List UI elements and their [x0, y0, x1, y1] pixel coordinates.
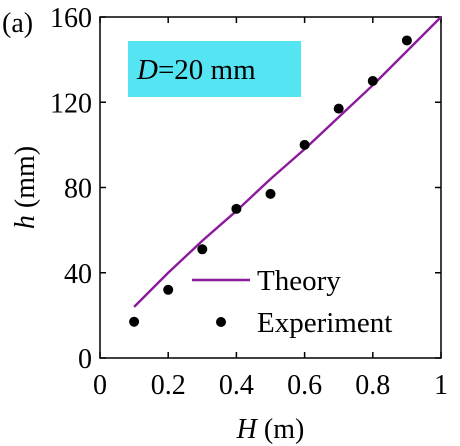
- experiment-point: [401, 35, 412, 46]
- x-axis-label: H (m): [236, 414, 305, 445]
- experiment-point: [129, 316, 140, 327]
- annotation-box: D=20 mm: [128, 41, 301, 97]
- y-tick-label: 0: [78, 344, 92, 375]
- x-tick-label: 0: [93, 370, 107, 401]
- annotation-value: =20 mm: [158, 54, 256, 86]
- x-tick-label: 0.8: [355, 370, 390, 401]
- y-axis-label: h (mm): [10, 146, 41, 229]
- x-axis-unit: (m): [257, 414, 304, 445]
- legend-label: Theory: [257, 265, 341, 297]
- experiment-point: [163, 284, 174, 295]
- y-tick-label: 80: [64, 174, 92, 205]
- x-tick-label: 1: [434, 370, 448, 401]
- experiment-point: [231, 203, 242, 214]
- experiment-point: [299, 139, 310, 150]
- experiment-point: [265, 188, 276, 199]
- y-axis-unit: (mm): [10, 146, 41, 215]
- legend-label: Experiment: [257, 307, 392, 339]
- theory-line: [133, 16, 442, 308]
- annotation-background: [128, 41, 301, 97]
- series-group: [129, 16, 442, 327]
- x-tick-label: 0.6: [287, 370, 322, 401]
- y-tick-label: 40: [64, 259, 92, 290]
- y-tick-label: 160: [50, 3, 92, 34]
- x-tick-label: 0.2: [151, 370, 186, 401]
- plot-area: 0 0.2 0.4 0.6 0.8 1 0 40 80 120 160 D=20 mm Theor…: [50, 3, 448, 401]
- annotation-label: D=20 mm: [136, 54, 256, 86]
- experiment-point: [367, 75, 378, 86]
- panel-label: (a): [2, 8, 33, 39]
- x-tick-label: 0.4: [219, 370, 254, 401]
- y-axis-variable: h: [10, 215, 41, 229]
- experiment-point: [333, 103, 344, 114]
- y-tick-label: 120: [50, 88, 92, 119]
- x-axis-variable: H: [236, 414, 259, 445]
- legend-experiment-swatch: [216, 317, 226, 327]
- legend: Theory Experiment: [192, 265, 392, 339]
- y-ticks: 0 40 80 120 160: [50, 3, 441, 375]
- experiment-point: [197, 244, 208, 255]
- x-ticks: 0 0.2 0.4 0.6 0.8 1: [93, 17, 448, 401]
- annotation-variable: D: [136, 54, 158, 86]
